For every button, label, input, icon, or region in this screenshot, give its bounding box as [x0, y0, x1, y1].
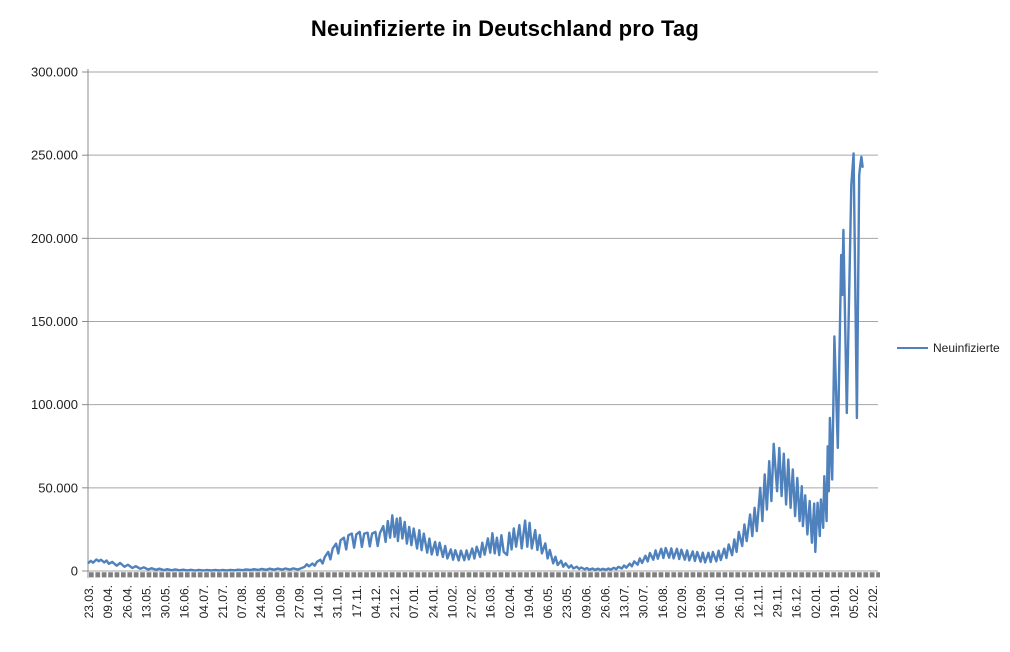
- x-axis-tick-label: 17.11.: [350, 585, 364, 617]
- x-axis-tick-label: 24.01.: [426, 585, 440, 618]
- x-axis-tick-label: 26.10.: [732, 585, 746, 618]
- x-axis-tick-label: 05.02.: [847, 585, 861, 618]
- x-axis-tick-label: 16.08.: [656, 585, 670, 618]
- x-axis-tick-label: 30.07.: [637, 585, 651, 618]
- y-axis-tick-label: 150.000: [31, 314, 78, 329]
- x-axis-tick-label: 12.11.: [751, 585, 765, 617]
- x-axis-tick-label: 21.07.: [216, 585, 230, 618]
- x-axis-tick-label: 26.04.: [120, 585, 134, 618]
- x-axis-tick-label: 16.03.: [484, 585, 498, 618]
- legend-line-sample: [897, 347, 928, 349]
- x-axis-tick-label: 09.04.: [101, 585, 115, 618]
- x-axis-tick-label: 04.07.: [197, 585, 211, 618]
- x-axis-tick-label: 23.03.: [82, 585, 96, 618]
- x-axis-tick-label: 19.09.: [694, 585, 708, 618]
- x-axis-tick-label: 02.09.: [675, 585, 689, 618]
- x-axis-tick-label: 21.12.: [388, 585, 402, 618]
- legend-label: Neuinfizierte: [933, 341, 1000, 355]
- x-axis-tick-label: 31.10.: [331, 585, 345, 618]
- x-axis-tick-label: 07.08.: [235, 585, 249, 618]
- x-axis-tick-label: 09.06.: [579, 585, 593, 618]
- x-axis-tick-label: 10.02.: [445, 585, 459, 618]
- x-axis-tick-label: 06.10.: [713, 585, 727, 618]
- y-axis-tick-label: 50.000: [38, 480, 78, 495]
- x-axis-tick-label: 27.09.: [292, 585, 306, 618]
- x-axis-tick-label: 26.06.: [598, 585, 612, 618]
- x-axis-tick-label: 14.10.: [312, 585, 326, 618]
- y-axis-tick-label: 0: [71, 564, 78, 579]
- x-axis-tick-label: 06.05.: [541, 585, 555, 618]
- y-axis-tick-label: 300.000: [31, 65, 78, 80]
- x-axis-tick-label: 29.11.: [771, 585, 785, 617]
- x-axis-tick-label: 24.08.: [254, 585, 268, 618]
- x-axis-tick-label: 13.05.: [139, 585, 153, 618]
- x-axis-tick-label: 02.04.: [503, 585, 517, 618]
- series-line-neuinfizierte: [87, 152, 864, 572]
- x-axis-tick-label: 27.02.: [465, 585, 479, 618]
- x-axis-tick-label: 10.09.: [273, 585, 287, 618]
- y-axis-tick-label: 100.000: [31, 397, 78, 412]
- x-axis-tick-label: 23.05.: [560, 585, 574, 618]
- x-axis-tick-label: 07.01.: [407, 585, 421, 618]
- x-axis-tick-label: 04.12.: [369, 585, 383, 618]
- x-axis-tick-label: 13.07.: [618, 585, 632, 618]
- y-axis-tick-label: 200.000: [31, 231, 78, 246]
- x-axis-tick-label: 02.01.: [809, 585, 823, 618]
- x-axis-tick-label: 16.06.: [178, 585, 192, 618]
- chart-title: Neuinfizierte in Deutschland pro Tag: [310, 16, 700, 41]
- x-axis-tick-label: 30.05.: [159, 585, 173, 618]
- x-axis-tick-label: 19.04.: [522, 585, 536, 618]
- x-axis-tick-label: 19.01.: [828, 585, 842, 618]
- legend: Neuinfizierte: [897, 341, 1000, 355]
- y-axis-tick-label: 250.000: [31, 148, 78, 163]
- x-axis-tick-label: 16.12.: [790, 585, 804, 618]
- x-axis-tick-label: 22.02.: [866, 585, 880, 618]
